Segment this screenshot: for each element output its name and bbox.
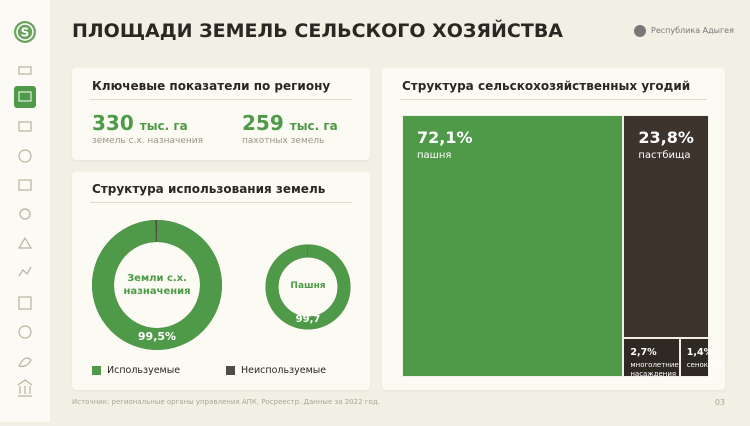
kpi-card: Ключевые показатели по региону 330 тыс. г… [72,68,370,160]
kpi-title: Ключевые показатели по региону [92,79,331,93]
donut-center-label: Пашня [290,281,326,292]
kpi-value: 259 [242,111,284,135]
region-icon [634,25,646,37]
donut-value-label: 99,5% [137,330,177,343]
treemap-card: Структура сельскохозяйственных угодий 72… [382,68,725,390]
nav-icon[interactable] [19,208,31,220]
legend-swatch [226,366,235,375]
nav-icon[interactable] [18,357,32,367]
donut-card: Структура использования земель Земли с.х… [72,172,370,390]
nav-active[interactable] [14,86,36,108]
kpi-value-row: 259 тыс. га [242,111,338,135]
region: Республика Адыгея [651,26,734,35]
donut-center-label: Земли с.х. назначения [123,273,191,297]
donut-arc [92,220,222,350]
legend-swatch [92,366,101,375]
nav-icon[interactable] [18,266,32,277]
divider [90,202,352,203]
kpi-value-row: 330 тыс. га [92,111,188,135]
chart-title: Структура сельскохозяйственных угодий [402,79,691,93]
treemap-value: 2,7% [630,347,657,359]
kpi-value: 330 [92,111,134,135]
treemap-value: 72,1% [417,128,473,147]
nav-icon[interactable] [18,66,32,75]
nav-icon[interactable] [18,296,32,310]
logo-ring [16,23,34,41]
kpi-label: земель с.х. назначения [92,136,204,146]
treemap-cell: 1,4% сенокосы [679,338,722,377]
nav-icon[interactable] [18,325,32,339]
chart-title: Структура использования земель [92,182,326,196]
sidebar: S [0,0,50,422]
kpi-unit: тыс. га [139,119,188,133]
page-title: ПЛОЩАДИ ЗЕМЕЛЬ СЕЛЬСКОГО ХОЗЯЙСТВА [72,20,564,42]
treemap-name: многолетние насаждения [630,361,679,378]
nav-icon[interactable] [17,379,33,397]
treemap-value: 1,4% [686,347,714,359]
treemap-value: 23,8% [638,128,694,147]
sidebar-icons: S [14,21,36,397]
legend-label: Используемые [107,365,181,376]
treemap-name: пашня [417,150,452,161]
donut-chart [92,220,351,350]
divider [400,99,707,100]
nav-icon[interactable] [18,179,32,191]
treemap-cell: 23,8% пастбища [623,115,709,339]
treemap-cell: 72,1% пашня [402,115,624,377]
donut-arc [265,244,351,330]
donut-value-label: 99,7 [295,314,321,325]
kpi-unit: тыс. га [289,119,338,133]
nav-icon [18,91,32,102]
source: Источник: региональные органы управления… [72,398,380,406]
treemap-cell: 2,7% многолетние насаждения [623,338,680,378]
divider [90,99,352,100]
legend-label: Неиспользуемые [241,365,327,376]
treemap-name: пастбища [638,150,691,161]
treemap: 72,1% пашня 23,8% пастбища 2,7% многолетние н… [402,115,722,378]
nav-icon[interactable] [18,121,32,132]
logo: S [21,26,30,40]
kpi-label: пахотных земель [242,136,325,146]
nav-icon[interactable] [18,149,32,163]
page-number: 03 [714,398,725,407]
nav-icon[interactable] [17,236,33,249]
treemap-name: сенокосы [686,361,722,370]
